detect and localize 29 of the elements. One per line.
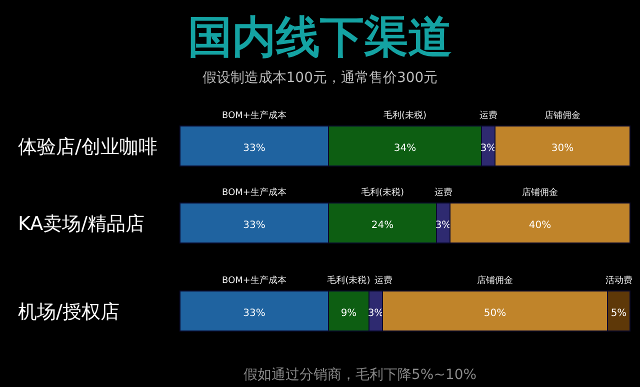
series-name: BOM+生产成本: [222, 276, 286, 286]
category-label: 机场/授权店: [18, 301, 120, 323]
data-label: 9%: [340, 308, 357, 319]
series-name: 活动费: [605, 276, 632, 286]
data-label: 24%: [371, 220, 394, 231]
series-name: 运费: [434, 188, 452, 198]
data-label: 30%: [551, 143, 574, 154]
data-label: 5%: [610, 308, 627, 319]
series-name: 毛利(未税): [383, 111, 427, 121]
data-label: 34%: [394, 143, 416, 154]
category-label: KA卖场/精品店: [18, 213, 145, 235]
series-name: 店铺佣金: [544, 111, 580, 121]
data-label: 33%: [243, 143, 266, 154]
data-label: 50%: [484, 308, 506, 319]
series-name: 店铺佣金: [477, 276, 513, 286]
series-name: 毛利(未税): [327, 276, 370, 286]
data-label: 33%: [243, 220, 266, 231]
title: 国内线下渠道: [188, 12, 452, 63]
series-name: 毛利(未税): [360, 188, 404, 198]
annotation: 假如通过分销商，毛利下降5%~10%: [243, 367, 477, 383]
category-label: 体验店/创业咖啡: [18, 136, 158, 158]
data-label: 40%: [528, 220, 552, 231]
series-name: BOM+生产成本: [222, 188, 286, 198]
series-name: 运费: [374, 276, 392, 286]
data-label: 33%: [243, 308, 266, 319]
subtitle: 假设制造成本100元，通常售价300元: [202, 70, 438, 86]
series-name: 运费: [479, 111, 498, 121]
series-name: BOM+生产成本: [222, 111, 286, 121]
series-name: 店铺佣金: [522, 188, 558, 198]
